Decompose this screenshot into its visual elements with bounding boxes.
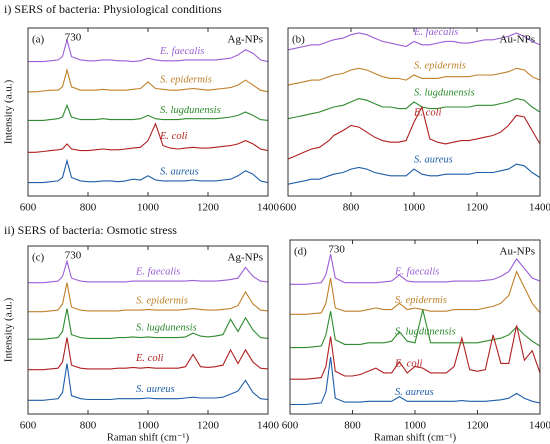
x-tick-label: 800 (80, 420, 97, 432)
series-label: S. aureus (395, 387, 434, 398)
spectrum-line (290, 325, 540, 380)
x-tick-label: 1000 (137, 202, 160, 214)
x-tick-label: 1400 (529, 420, 550, 432)
series-label: E. coli (135, 353, 163, 364)
x-tick-label: 800 (343, 202, 360, 214)
section-heading: ii) SERS of bacteria: Osmotic stress (4, 223, 177, 237)
x-tick-label: 600 (20, 420, 37, 432)
spectrum-line (288, 105, 540, 160)
x-tick-label: 1400 (529, 202, 550, 214)
series-label: E. faecalis (413, 27, 458, 38)
x-tick-label: 1400 (257, 202, 280, 214)
series-label: E. coli (413, 107, 441, 118)
spectrum-line (28, 67, 268, 93)
spectrum-line (290, 254, 540, 285)
spectrum-line (288, 163, 540, 185)
panel-title: Au-NPs (500, 246, 535, 258)
x-tick-label: 1400 (257, 420, 280, 432)
peak-annotation: 730 (65, 250, 82, 262)
spectrum-line (28, 308, 268, 340)
x-tick-label: 600 (280, 202, 297, 214)
series-label: S. aureus (136, 384, 175, 395)
section-heading: i) SERS of bacteria: Physiological condi… (4, 2, 222, 16)
panel-title: Au-NPs (500, 34, 535, 46)
panel-title: Ag-NPs (228, 34, 263, 46)
x-tick-label: 1200 (197, 420, 220, 432)
spectrum-line (28, 337, 268, 371)
x-tick-label: 1000 (404, 420, 427, 432)
series-label: S. lugdunensis (160, 105, 221, 116)
spectrum-line (28, 103, 268, 121)
panel-title: Ag-NPs (228, 252, 263, 264)
spectrum-line (28, 37, 268, 63)
spectrum-line (290, 270, 540, 315)
spectrum-line (28, 282, 268, 313)
x-tick-label: 1200 (467, 420, 490, 432)
series-label: E. faecalis (135, 267, 180, 278)
series-label: S. epidermis (136, 296, 188, 307)
spectrum-line (288, 67, 540, 86)
series-label: S. lugdunensis (136, 322, 197, 333)
series-label: S. lugdunensis (395, 327, 456, 338)
spectrum-line (28, 363, 268, 401)
spectrum-line (28, 259, 268, 284)
series-label: E. faecalis (394, 267, 439, 278)
x-tick-label: 600 (20, 202, 37, 214)
spectrum-line (288, 32, 540, 51)
series-label: S. lugdunensis (414, 87, 475, 98)
series-label: S. epidermis (160, 75, 212, 86)
series-label: E. coli (159, 131, 187, 142)
spectrum-line (28, 122, 268, 153)
x-axis-label: Raman shift (cm⁻¹) (374, 432, 457, 443)
spectrum-line (28, 158, 268, 184)
panel-label: (c) (32, 252, 45, 264)
x-tick-label: 600 (282, 420, 299, 432)
panel-label: (d) (294, 246, 307, 258)
x-tick-label: 800 (344, 420, 361, 432)
x-tick-label: 1200 (466, 202, 489, 214)
peak-annotation: 730 (65, 32, 82, 44)
x-tick-label: 1000 (137, 420, 160, 432)
series-label: S. epidermis (395, 295, 447, 306)
x-tick-label: 1000 (403, 202, 426, 214)
x-axis-label: Raman shift (cm⁻¹) (107, 432, 190, 443)
series-label: E. faecalis (159, 46, 204, 57)
panel-label: (a) (32, 34, 45, 46)
series-label: S. epidermis (414, 60, 466, 71)
panel-label: (b) (292, 34, 305, 46)
y-axis-label: Intensity (a.u.) (3, 297, 15, 362)
series-label: S. aureus (160, 166, 199, 177)
x-tick-label: 1200 (197, 202, 220, 214)
series-label: S. aureus (414, 155, 453, 166)
x-tick-label: 800 (80, 202, 97, 214)
y-axis-label: Intensity (a.u.) (3, 79, 15, 144)
series-label: E. coli (394, 358, 422, 369)
peak-annotation: 730 (328, 244, 345, 256)
spectrum-line (290, 357, 540, 406)
spectrum-line (290, 309, 540, 349)
spectrum-line (288, 98, 540, 120)
